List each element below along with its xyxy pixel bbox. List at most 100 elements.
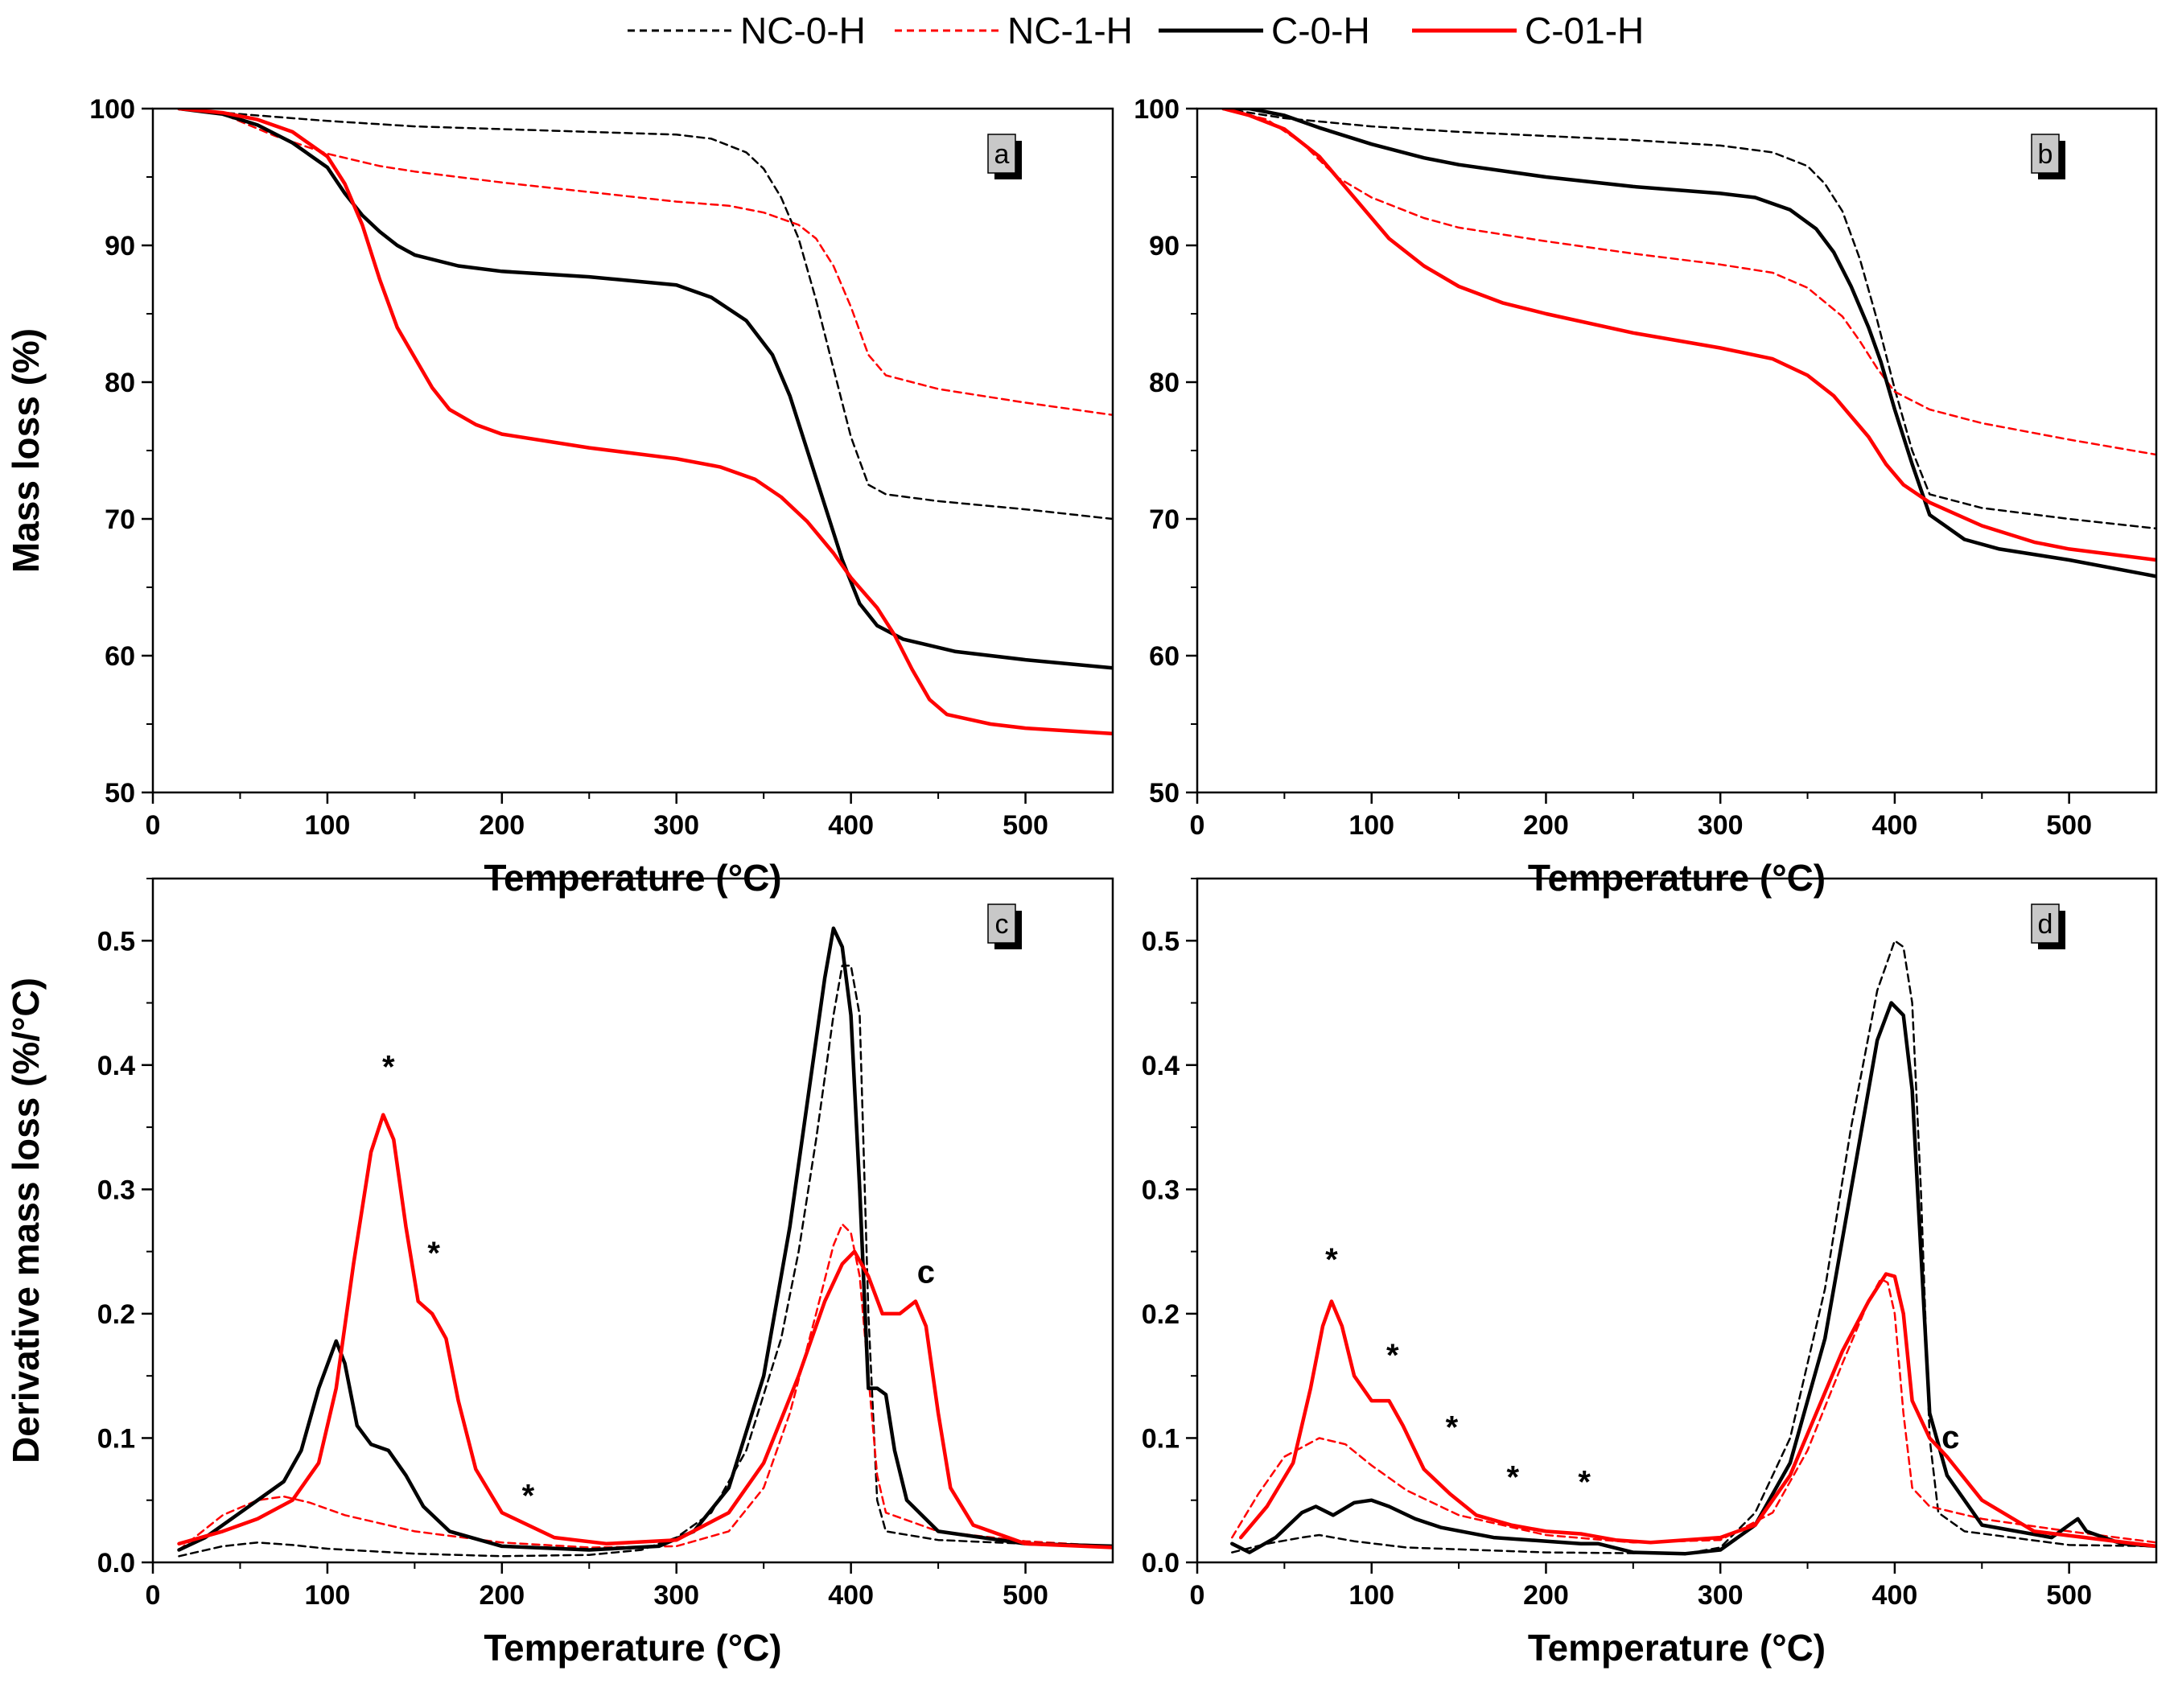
panel-b: 0 100 200 300 400 5005060708090100Temperature… <box>1134 94 2158 899</box>
x-tick-label: 0 <box>146 810 161 841</box>
series-line-NC-1-H <box>178 1223 1113 1551</box>
annotation: * <box>1325 1242 1338 1278</box>
annotation: c <box>917 1254 935 1290</box>
x-tick-label: 200 <box>479 1580 525 1611</box>
series-line-C-0-H <box>1230 1001 2156 1556</box>
annotation: c <box>1941 1420 1959 1455</box>
x-tick-label: 200 <box>1523 810 1569 841</box>
y-tick-label: 0.0 <box>1142 1548 1180 1578</box>
series-line-C-01-H <box>177 109 1113 736</box>
series-line-NC-1-H <box>1222 109 2156 456</box>
y-tick-label: 60 <box>105 641 135 672</box>
series-group <box>1230 940 2156 1556</box>
legend-item: NC-1-H <box>895 10 1133 51</box>
y-tick-label: 0.2 <box>97 1299 135 1330</box>
x-tick-label: 500 <box>2046 1580 2092 1611</box>
y-tick-label: 0.5 <box>97 926 135 957</box>
x-tick-label: 100 <box>305 810 351 841</box>
y-tick-label: 70 <box>105 504 135 535</box>
x-tick-label: 400 <box>828 1580 874 1611</box>
y-tick-label: 0.2 <box>1142 1299 1180 1330</box>
x-tick-label: 300 <box>1698 1580 1744 1611</box>
series-line-NC-0-H <box>178 109 1113 521</box>
y-tick-label: 80 <box>1149 368 1180 398</box>
series-line-NC-1-H <box>178 109 1113 417</box>
plot-frame <box>151 107 1114 794</box>
legend-item: C-01-H <box>1412 10 1644 51</box>
series-line-NC-1-H <box>1231 1278 2156 1544</box>
x-tick-label: 300 <box>653 810 699 841</box>
y-tick-label: 100 <box>1134 94 1180 125</box>
panel-tag-label: b <box>2038 139 2053 170</box>
legend-item: NC-0-H <box>628 10 866 51</box>
x-tick-label: 100 <box>305 1580 351 1611</box>
panel-a: 0 100 200 300 400 5005060708090100Temperature… <box>5 94 1114 899</box>
plot-frame <box>1196 107 2158 794</box>
panel-tag: d <box>2031 903 2065 949</box>
y-tick-label: 0.1 <box>1142 1423 1180 1454</box>
x-tick-label: 500 <box>2046 810 2092 841</box>
annotation: * <box>1506 1459 1519 1495</box>
y-tick-label: 0.4 <box>97 1051 135 1081</box>
panel-tag: c <box>987 903 1022 949</box>
x-tick-label: 300 <box>1698 810 1744 841</box>
y-tick-label: 60 <box>1149 641 1180 672</box>
y-tick-label: 50 <box>1149 778 1180 809</box>
y-tick-label: 90 <box>105 231 135 261</box>
legend-label: NC-1-H <box>1007 10 1133 51</box>
y-tick-label: 0.1 <box>97 1423 135 1454</box>
x-tick-label: 400 <box>1872 810 1918 841</box>
series-line-C-0-H <box>1221 109 2156 578</box>
x-tick-label: 0 <box>1190 810 1205 841</box>
series-line-NC-0-H <box>178 964 1113 1558</box>
series-group <box>177 109 1113 736</box>
legend-label: C-0-H <box>1271 10 1370 51</box>
panel-tag: a <box>987 134 1022 179</box>
legend-label: NC-0-H <box>740 10 866 51</box>
x-tick-label: 100 <box>1348 810 1394 841</box>
series-line-NC-0-H <box>1231 940 2156 1555</box>
series-line-C-0-H <box>177 109 1113 670</box>
x-tick-label: 200 <box>1523 1580 1569 1611</box>
y-axis-label: Derivative mass loss (%/°C) <box>5 977 47 1463</box>
y-tick-label: 90 <box>1149 231 1180 261</box>
panel-c: 0 100 200 300 400 500 0.0 0.1 0.2 0.3 0.4 0.5 Temper… <box>5 877 1114 1669</box>
panels: 0 100 200 300 400 5005060708090100Temperature… <box>5 94 2158 1669</box>
y-axis-label: Mass loss (%) <box>5 328 47 573</box>
series-line-C-01-H <box>1221 109 2156 562</box>
legend-label: C-01-H <box>1525 10 1644 51</box>
y-tick-label: 0.5 <box>1142 926 1180 957</box>
series-line-C-01-H <box>177 1113 1113 1550</box>
legend-item: C-0-H <box>1159 10 1370 51</box>
series-line-C-01-H <box>1238 1272 2156 1549</box>
x-tick-label: 300 <box>653 1580 699 1611</box>
plot-frame <box>1196 877 2158 1564</box>
y-tick-label: 50 <box>105 778 135 809</box>
legend: NC-0-H NC-1-H C-0-H C-01-H <box>628 10 1644 51</box>
y-tick-label: 0.3 <box>1142 1175 1180 1205</box>
y-tick-label: 0.3 <box>97 1175 135 1205</box>
annotation: * <box>427 1236 440 1271</box>
panel-d: 0 100 200 300 400 500 0.0 0.1 0.2 0.3 0.4 0.5 Temper… <box>1142 877 2158 1669</box>
series-group <box>177 926 1113 1558</box>
annotation: * <box>382 1049 395 1084</box>
plot-frame <box>151 877 1114 1564</box>
x-tick-label: 200 <box>479 810 525 841</box>
series-group <box>1221 109 2156 578</box>
annotation: * <box>522 1478 535 1513</box>
y-tick-label: 0.0 <box>97 1548 135 1578</box>
x-tick-label: 100 <box>1348 1580 1394 1611</box>
panel-tag-label: a <box>994 139 1010 170</box>
x-tick-label: 500 <box>1003 810 1048 841</box>
annotation: * <box>1386 1338 1399 1373</box>
y-tick-label: 80 <box>105 368 135 398</box>
y-tick-label: 100 <box>89 94 135 125</box>
x-axis-label: Temperature (°C) <box>484 1627 781 1669</box>
x-axis-label: Temperature (°C) <box>1528 1627 1826 1669</box>
x-tick-label: 0 <box>1190 1580 1205 1611</box>
annotation: * <box>1578 1464 1591 1500</box>
x-tick-label: 400 <box>828 810 874 841</box>
x-tick-label: 0 <box>146 1580 161 1611</box>
y-tick-label: 0.4 <box>1142 1051 1180 1081</box>
